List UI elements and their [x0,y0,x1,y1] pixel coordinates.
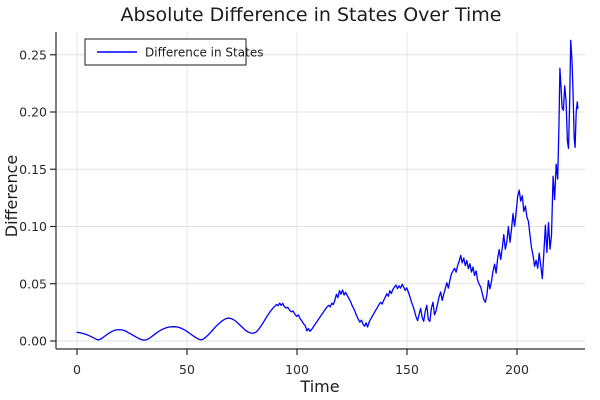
y-tick-label: 0.05 [19,276,47,291]
x-tick-label: 100 [285,362,309,377]
legend-label: Difference in States [145,46,263,60]
axis-ticks: 0 50 100 150 200 0.00 0.05 0.10 0.15 0.20 0.25 [19,47,529,377]
x-tick-label: 50 [179,362,195,377]
y-tick-label: 0.10 [19,219,47,234]
y-tick-label: 0.25 [19,47,47,62]
gridlines [56,32,585,349]
difference-series-line [76,39,579,341]
series-group [76,39,579,341]
x-tick-label: 200 [505,362,529,377]
y-tick-label: 0.20 [19,105,47,120]
legend: Difference in States [84,38,263,66]
chart-title: Absolute Difference in States Over Time [121,4,502,26]
y-tick-label: 0.00 [19,334,47,349]
y-axis-label: Difference [2,155,21,237]
x-tick-label: 0 [73,362,81,377]
x-axis-label: Time [299,377,339,396]
x-tick-label: 150 [395,362,419,377]
y-tick-label: 0.15 [19,162,47,177]
